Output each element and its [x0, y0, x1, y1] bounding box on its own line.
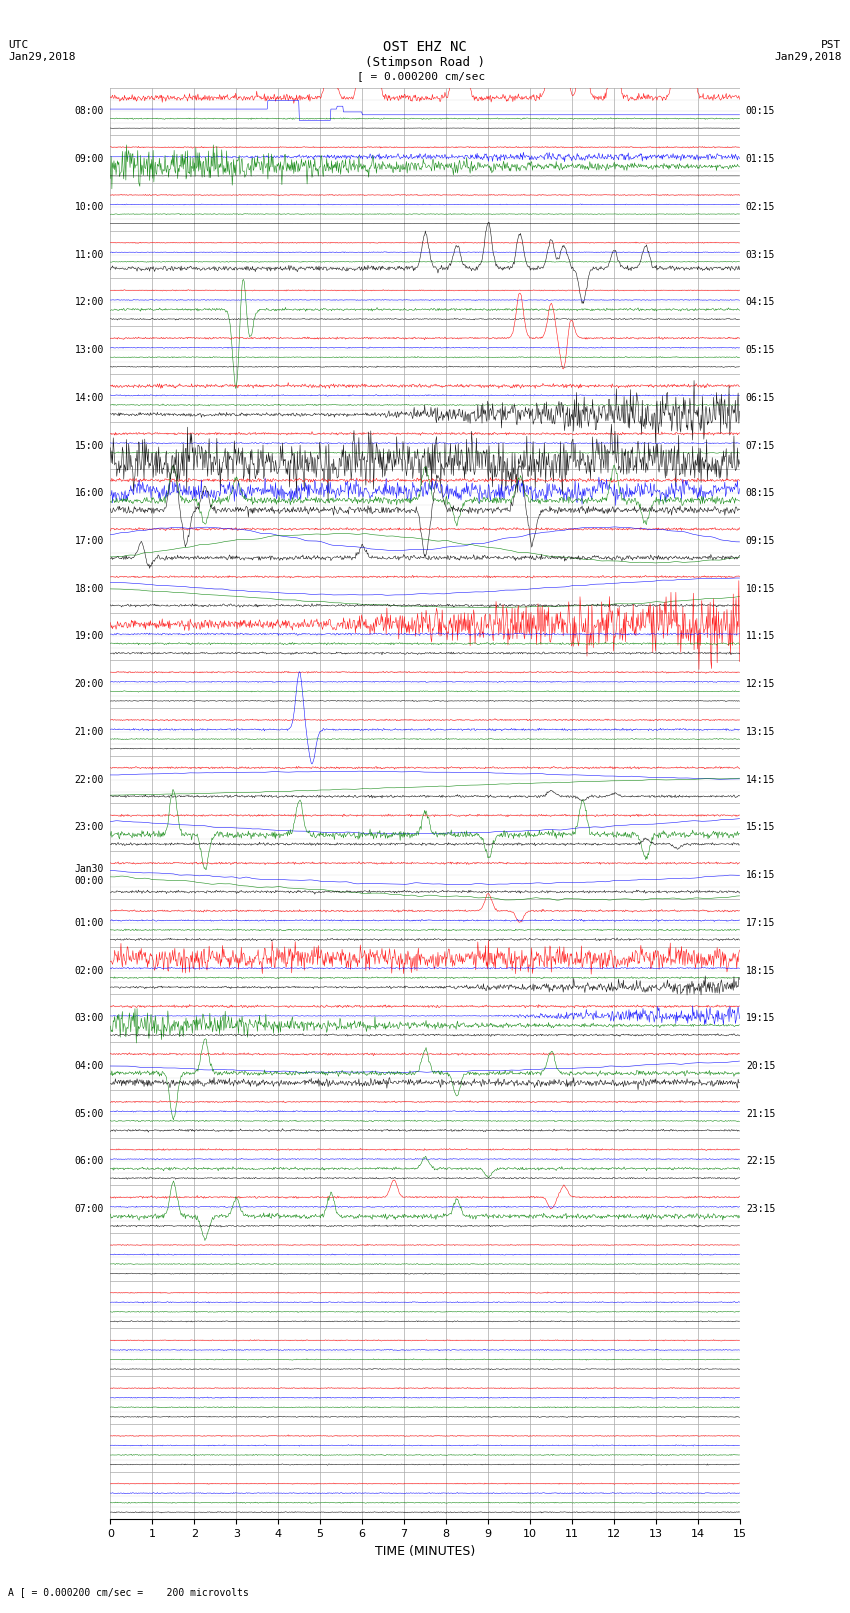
Text: 15:15: 15:15: [745, 823, 775, 832]
Text: 17:00: 17:00: [75, 536, 105, 545]
Text: 02:00: 02:00: [75, 966, 105, 976]
Text: 19:00: 19:00: [75, 631, 105, 642]
Text: 11:00: 11:00: [75, 250, 105, 260]
Text: 01:00: 01:00: [75, 918, 105, 927]
Text: 23:15: 23:15: [745, 1205, 775, 1215]
Text: 04:15: 04:15: [745, 297, 775, 308]
Text: 14:00: 14:00: [75, 394, 105, 403]
Text: 12:15: 12:15: [745, 679, 775, 689]
Text: 12:00: 12:00: [75, 297, 105, 308]
Text: 06:00: 06:00: [75, 1157, 105, 1166]
Text: 17:15: 17:15: [745, 918, 775, 927]
Text: 11:15: 11:15: [745, 631, 775, 642]
Text: 06:15: 06:15: [745, 394, 775, 403]
Text: 19:15: 19:15: [745, 1013, 775, 1023]
Text: 01:15: 01:15: [745, 155, 775, 165]
Text: [ = 0.000200 cm/sec: [ = 0.000200 cm/sec: [357, 71, 485, 81]
Text: Jan30
00:00: Jan30 00:00: [75, 865, 105, 886]
Text: 22:15: 22:15: [745, 1157, 775, 1166]
Text: 04:00: 04:00: [75, 1061, 105, 1071]
Text: UTC
Jan29,2018: UTC Jan29,2018: [8, 40, 76, 61]
Text: 05:15: 05:15: [745, 345, 775, 355]
Text: 21:00: 21:00: [75, 727, 105, 737]
Text: (Stimpson Road ): (Stimpson Road ): [365, 56, 485, 69]
Text: 09:00: 09:00: [75, 155, 105, 165]
Text: 21:15: 21:15: [745, 1108, 775, 1119]
Text: 10:00: 10:00: [75, 202, 105, 211]
Text: A [ = 0.000200 cm/sec =    200 microvolts: A [ = 0.000200 cm/sec = 200 microvolts: [8, 1587, 249, 1597]
Text: 03:00: 03:00: [75, 1013, 105, 1023]
Text: 00:15: 00:15: [745, 106, 775, 116]
Text: 09:15: 09:15: [745, 536, 775, 545]
Text: 15:00: 15:00: [75, 440, 105, 450]
Text: 13:15: 13:15: [745, 727, 775, 737]
Text: 13:00: 13:00: [75, 345, 105, 355]
Text: 05:00: 05:00: [75, 1108, 105, 1119]
Text: 18:15: 18:15: [745, 966, 775, 976]
Text: 14:15: 14:15: [745, 774, 775, 784]
Text: 20:00: 20:00: [75, 679, 105, 689]
Text: 16:15: 16:15: [745, 869, 775, 881]
Text: 22:00: 22:00: [75, 774, 105, 784]
Text: PST
Jan29,2018: PST Jan29,2018: [774, 40, 842, 61]
X-axis label: TIME (MINUTES): TIME (MINUTES): [375, 1545, 475, 1558]
Text: 16:00: 16:00: [75, 489, 105, 498]
Text: 18:00: 18:00: [75, 584, 105, 594]
Text: 07:15: 07:15: [745, 440, 775, 450]
Text: 08:15: 08:15: [745, 489, 775, 498]
Text: 10:15: 10:15: [745, 584, 775, 594]
Text: OST EHZ NC: OST EHZ NC: [383, 40, 467, 55]
Text: 20:15: 20:15: [745, 1061, 775, 1071]
Text: 08:00: 08:00: [75, 106, 105, 116]
Text: 02:15: 02:15: [745, 202, 775, 211]
Text: 03:15: 03:15: [745, 250, 775, 260]
Text: 07:00: 07:00: [75, 1205, 105, 1215]
Text: 23:00: 23:00: [75, 823, 105, 832]
